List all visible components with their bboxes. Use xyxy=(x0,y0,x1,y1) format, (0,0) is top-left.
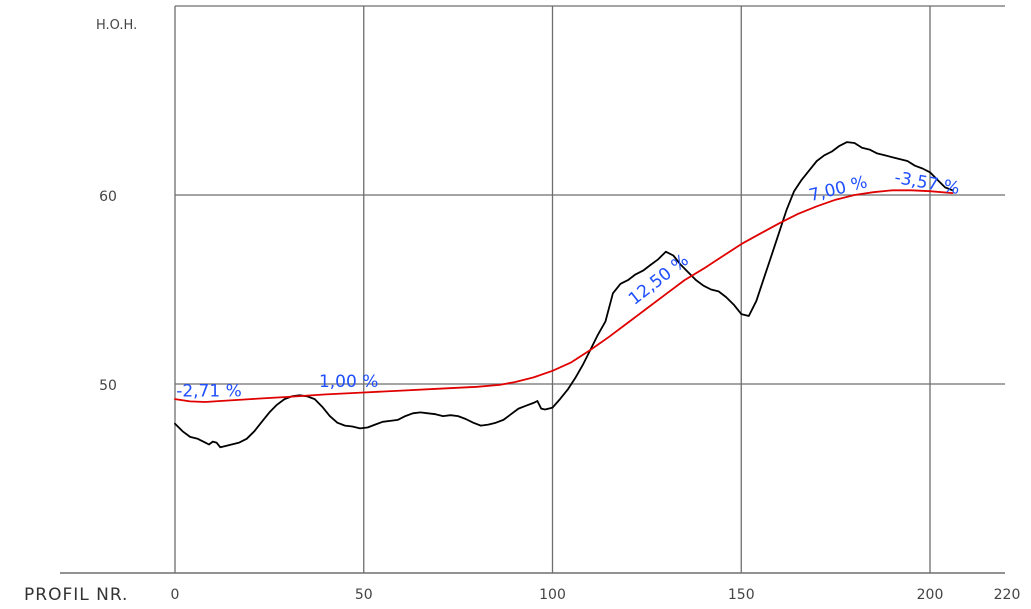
x-tick-220: 220 xyxy=(994,587,1021,603)
x-tick-0: 0 xyxy=(171,587,180,603)
grade-label-3: 7,00 % xyxy=(807,172,869,206)
grade-label-4: -3,57 % xyxy=(893,168,961,199)
grade-label-1: 1,00 % xyxy=(319,372,378,392)
y-tick-50: 50 xyxy=(99,378,117,394)
tick-labels: 0 50 100 150 200 220 50 60 xyxy=(99,189,1020,603)
y-tick-60: 60 xyxy=(99,189,117,205)
x-tick-200: 200 xyxy=(917,587,944,603)
grade-labels: -2,71 % 1,00 %12,50 %7,00 % -3,57 % xyxy=(176,168,961,401)
series-grade-line xyxy=(174,189,954,403)
series-group xyxy=(174,141,954,449)
grade-label-0: -2,71 % xyxy=(176,381,242,401)
x-tick-50: 50 xyxy=(355,587,373,603)
x-axis-title: PROFIL NR. xyxy=(24,585,128,605)
grid-lines xyxy=(60,5,1005,574)
y-axis-title: H.O.H. xyxy=(96,18,137,33)
x-tick-150: 150 xyxy=(728,587,755,603)
x-tick-100: 100 xyxy=(539,587,566,603)
